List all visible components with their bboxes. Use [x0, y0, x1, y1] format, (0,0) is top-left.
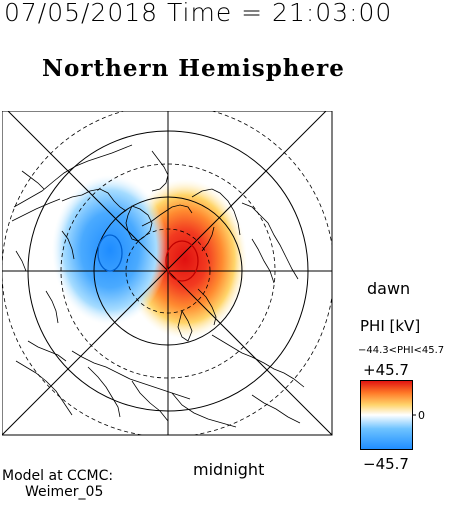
colorbar-zero-label: 0 [418, 409, 425, 422]
model-name: Weimer_05 [25, 484, 104, 500]
page-title: Northern Hemisphere [42, 55, 345, 82]
colorbar-title: PHI [kV] [360, 317, 421, 335]
negative-potential-cell [52, 175, 168, 325]
polar-map [1, 110, 334, 441]
colorbar-range: −44.3<PHI<45.7 [358, 345, 445, 356]
colorbar-max-label: +45.7 [363, 361, 409, 379]
timestamp: 07/05/2018 Time = 21:03:00 [4, 0, 393, 27]
colorbar-min-label: −45.7 [363, 455, 409, 473]
dawn-label: dawn [367, 279, 411, 298]
colorbar-gradient [360, 380, 413, 450]
model-credit: Model at CCMC: [2, 468, 114, 484]
colorbar: 0 [360, 380, 430, 460]
polar-map-svg [1, 110, 333, 436]
coastlines [11, 144, 305, 428]
midnight-label: midnight [193, 460, 265, 479]
potential-contours [97, 234, 199, 282]
colorbar-svg: 0 [360, 380, 425, 450]
